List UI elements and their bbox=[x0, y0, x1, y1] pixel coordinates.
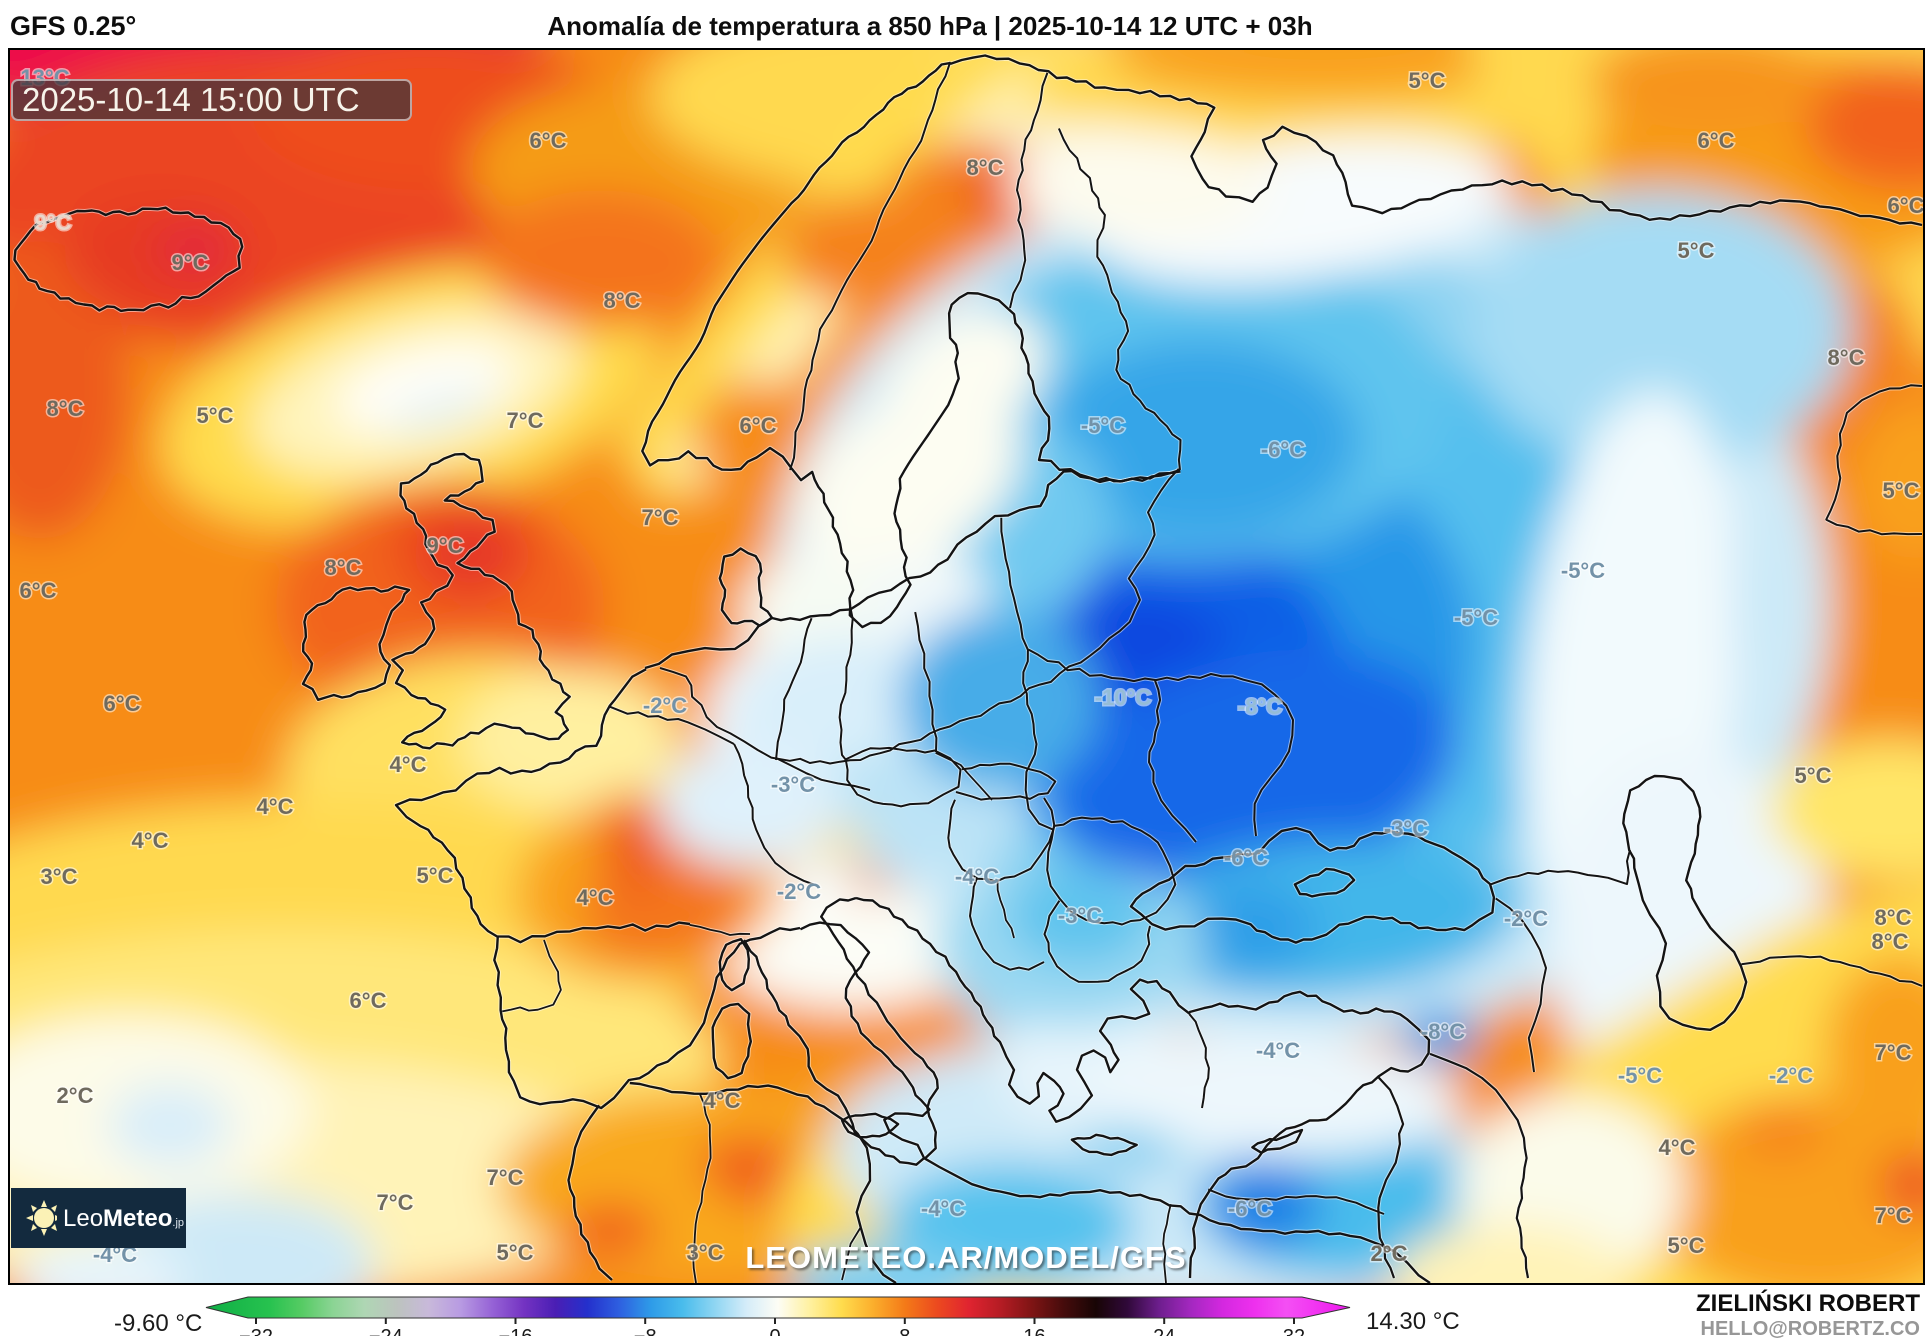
svg-text:4°C: 4°C bbox=[257, 794, 294, 819]
svg-text:8°C: 8°C bbox=[967, 155, 1004, 180]
svg-text:6°C: 6°C bbox=[1698, 128, 1735, 153]
svg-text:-2°C: -2°C bbox=[1769, 1063, 1813, 1088]
svg-text:8°C: 8°C bbox=[1875, 905, 1912, 930]
svg-text:6°C: 6°C bbox=[530, 128, 567, 153]
svg-text:7°C: 7°C bbox=[487, 1165, 524, 1190]
svg-text:-5°C: -5°C bbox=[1561, 558, 1605, 583]
svg-text:7°C: 7°C bbox=[1875, 1203, 1912, 1228]
svg-text:7°C: 7°C bbox=[642, 505, 679, 530]
svg-text:-3°C: -3°C bbox=[1058, 903, 1102, 928]
svg-text:2°C: 2°C bbox=[1371, 1241, 1408, 1266]
svg-text:6°C: 6°C bbox=[740, 413, 777, 438]
svg-text:7°C: 7°C bbox=[1875, 1040, 1912, 1065]
svg-text:−24: −24 bbox=[369, 1326, 403, 1336]
svg-text:8°C: 8°C bbox=[1828, 345, 1865, 370]
svg-text:3°C: 3°C bbox=[687, 1240, 724, 1265]
svg-text:8: 8 bbox=[899, 1326, 910, 1336]
svg-text:3°C: 3°C bbox=[41, 864, 78, 889]
svg-text:5°C: 5°C bbox=[417, 863, 454, 888]
svg-text:-2°C: -2°C bbox=[643, 693, 687, 718]
svg-text:6°C: 6°C bbox=[350, 988, 387, 1013]
svg-text:0: 0 bbox=[769, 1326, 780, 1336]
svg-text:5°C: 5°C bbox=[1668, 1233, 1705, 1258]
svg-text:9°C: 9°C bbox=[172, 250, 209, 275]
svg-text:32: 32 bbox=[1283, 1326, 1305, 1336]
svg-text:-5°C: -5°C bbox=[1618, 1063, 1662, 1088]
svg-text:-4°C: -4°C bbox=[955, 864, 999, 889]
svg-text:6°C: 6°C bbox=[20, 578, 57, 603]
svg-text:5°C: 5°C bbox=[1678, 238, 1715, 263]
svg-text:24: 24 bbox=[1153, 1326, 1175, 1336]
svg-text:-3°C: -3°C bbox=[1384, 816, 1428, 841]
svg-text:-6°C: -6°C bbox=[1224, 845, 1268, 870]
svg-text:−32: −32 bbox=[239, 1326, 273, 1336]
svg-text:7°C: 7°C bbox=[377, 1190, 414, 1215]
svg-text:4°C: 4°C bbox=[704, 1088, 741, 1113]
svg-text:-2°C: -2°C bbox=[777, 879, 821, 904]
svg-text:-8°C: -8°C bbox=[1238, 694, 1282, 719]
svg-text:8°C: 8°C bbox=[1872, 929, 1909, 954]
svg-text:−8: −8 bbox=[634, 1326, 657, 1336]
svg-text:2°C: 2°C bbox=[57, 1083, 94, 1108]
svg-text:5°C: 5°C bbox=[497, 1240, 534, 1265]
svg-text:-4°C: -4°C bbox=[921, 1196, 965, 1221]
svg-text:-10°C: -10°C bbox=[1095, 685, 1152, 710]
svg-text:8°C: 8°C bbox=[604, 288, 641, 313]
svg-text:6°C: 6°C bbox=[104, 691, 141, 716]
svg-text:4°C: 4°C bbox=[132, 828, 169, 853]
svg-text:-8°C: -8°C bbox=[1421, 1019, 1465, 1044]
svg-text:8°C: 8°C bbox=[325, 555, 362, 580]
svg-text:-5°C: -5°C bbox=[1081, 413, 1125, 438]
svg-text:-6°C: -6°C bbox=[1261, 437, 1305, 462]
svg-text:16: 16 bbox=[1023, 1326, 1045, 1336]
svg-text:7°C: 7°C bbox=[507, 408, 544, 433]
svg-text:-4°C: -4°C bbox=[1256, 1038, 1300, 1063]
svg-text:−16: −16 bbox=[499, 1326, 533, 1336]
svg-text:8°C: 8°C bbox=[47, 396, 84, 421]
svg-text:6°C: 6°C bbox=[1888, 193, 1923, 218]
svg-text:9°C: 9°C bbox=[35, 210, 72, 235]
svg-text:5°C: 5°C bbox=[1795, 763, 1832, 788]
svg-text:-6°C: -6°C bbox=[1228, 1196, 1272, 1221]
svg-text:4°C: 4°C bbox=[1659, 1135, 1696, 1160]
svg-text:-2°C: -2°C bbox=[1504, 906, 1548, 931]
svg-text:5°C: 5°C bbox=[1883, 478, 1920, 503]
svg-text:5°C: 5°C bbox=[197, 403, 234, 428]
svg-text:-5°C: -5°C bbox=[1454, 605, 1498, 630]
svg-text:9°C: 9°C bbox=[427, 533, 464, 558]
svg-text:4°C: 4°C bbox=[390, 752, 427, 777]
svg-text:5°C: 5°C bbox=[1409, 68, 1446, 93]
svg-text:-3°C: -3°C bbox=[771, 772, 815, 797]
svg-text:4°C: 4°C bbox=[577, 885, 614, 910]
